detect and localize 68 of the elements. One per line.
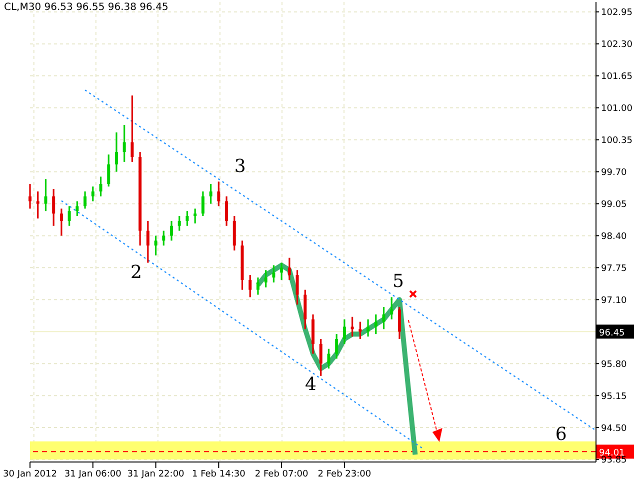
- annotation: 3: [234, 156, 246, 177]
- candlestick: [28, 183, 32, 210]
- candlestick: [99, 176, 102, 198]
- y-tick-label: 99.70: [601, 168, 628, 178]
- candlestick: [194, 208, 197, 224]
- candlestick: [256, 276, 260, 296]
- y-tick-label: 94.50: [601, 424, 628, 434]
- x-tick-label: 30 Jan 2012: [3, 469, 57, 480]
- x-tick-label: 2 Feb 07:00: [254, 469, 308, 480]
- candlestick: [52, 188, 56, 227]
- candlestick: [114, 132, 118, 173]
- y-tick-label: 95.15: [601, 392, 627, 402]
- candlestick: [225, 196, 228, 227]
- candlestick: [342, 318, 346, 345]
- candlestick: [162, 230, 166, 246]
- candlestick: [91, 186, 94, 202]
- candlestick: [209, 183, 212, 205]
- candlestick: [186, 210, 189, 227]
- y-tick-label: 97.10: [601, 296, 628, 306]
- candlestick: [170, 220, 173, 242]
- candlestick: [84, 190, 87, 210]
- candlestick: [335, 333, 338, 360]
- candlestick: [382, 306, 386, 330]
- x-tick-label: 1 Feb 14:30: [192, 469, 246, 480]
- y-tick-label: 95.80: [601, 360, 628, 370]
- y-tick-label: 99.05: [601, 200, 627, 210]
- candlestick: [327, 348, 330, 370]
- candlestick: [76, 200, 79, 217]
- y-tick-label: 102.30: [601, 40, 633, 50]
- candlestick: [280, 262, 284, 281]
- candlestick: [398, 306, 401, 340]
- x-tick-label: 31 Jan 06:00: [64, 469, 122, 480]
- candlestick: [319, 338, 322, 377]
- candlestick: [390, 296, 394, 320]
- candlestick: [122, 124, 126, 163]
- candlestick: [288, 257, 291, 281]
- annotation: 6: [555, 424, 567, 445]
- candlestick: [264, 269, 268, 288]
- ref-line-label: 96.45: [599, 328, 625, 339]
- y-tick-label: 102.95: [601, 8, 632, 18]
- y-tick-label: 97.75: [601, 264, 627, 274]
- candlestick: [201, 190, 204, 217]
- candlestick: [154, 234, 158, 256]
- candlestick: [366, 318, 370, 338]
- candlestick: [358, 320, 362, 340]
- candlestick: [350, 316, 354, 338]
- candlestick: [374, 314, 378, 335]
- candlestick: [217, 180, 220, 207]
- candlestick: [130, 94, 134, 163]
- y-tick-label: 101.00: [601, 104, 633, 114]
- y-tick-label: 98.40: [601, 232, 628, 242]
- x-tick-label: 2 Feb 23:00: [318, 469, 372, 480]
- candlestick: [68, 205, 71, 227]
- candlestick: [60, 208, 63, 236]
- candlestick: [272, 264, 276, 284]
- candlestick: [44, 178, 48, 212]
- chart-title: CL,M30 96.53 96.55 96.38 96.45: [4, 2, 168, 13]
- candlestick: [107, 154, 110, 188]
- y-tick-label: 100.35: [601, 136, 632, 146]
- candlestick: [248, 274, 252, 298]
- candlestick: [146, 220, 150, 264]
- candlestick: [178, 215, 181, 232]
- x-tick-label: 31 Jan 22:00: [127, 469, 185, 480]
- y-tick-label: 101.65: [601, 72, 632, 82]
- annotation: 4: [304, 374, 316, 395]
- annotation: 5: [392, 271, 404, 292]
- annotation: 2: [130, 262, 142, 283]
- candlestick: [296, 269, 299, 306]
